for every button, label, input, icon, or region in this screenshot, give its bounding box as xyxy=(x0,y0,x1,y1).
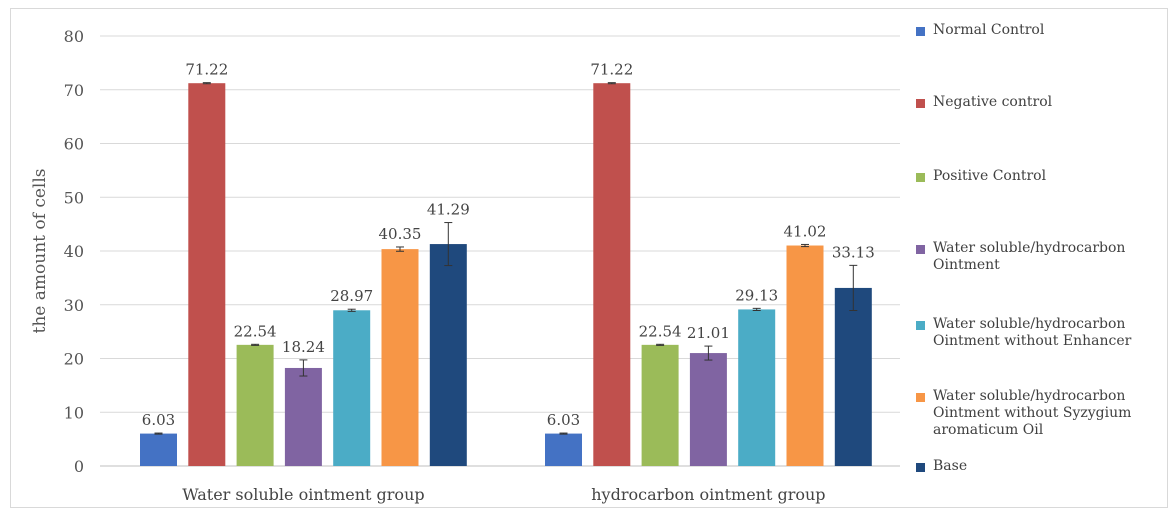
y-tick-label: 80 xyxy=(64,27,84,46)
legend-swatch xyxy=(916,27,925,36)
y-tick-label: 0 xyxy=(74,457,84,476)
legend-swatch xyxy=(916,99,925,108)
y-tick-label: 70 xyxy=(64,81,84,100)
legend-label: Water soluble/hydrocarbon Ointment withou… xyxy=(933,388,1132,438)
legend-item: Base xyxy=(916,458,1158,475)
data-label: 41.02 xyxy=(784,222,827,240)
legend-item: Water soluble/hydrocarbon Ointment xyxy=(916,240,1158,274)
legend-label: Water soluble/hydrocarbon Ointment withou… xyxy=(933,316,1132,349)
legend-swatch xyxy=(916,321,925,330)
bar xyxy=(140,433,177,466)
bar xyxy=(641,344,679,466)
y-tick-label: 10 xyxy=(64,403,84,422)
data-label: 22.54 xyxy=(639,322,682,340)
bar xyxy=(333,310,371,466)
legend-item: Water soluble/hydrocarbon Ointment withou… xyxy=(916,316,1158,350)
data-label: 22.54 xyxy=(234,322,277,340)
legend-item: Positive Control xyxy=(916,168,1158,185)
y-axis-title: the amount of cells xyxy=(30,169,50,334)
chart-legend: Normal Control Negative control Positive C… xyxy=(916,0,1166,514)
data-label: 71.22 xyxy=(590,61,633,79)
y-tick-label: 50 xyxy=(64,188,84,207)
data-label: 18.24 xyxy=(282,338,325,356)
bar xyxy=(593,83,631,466)
bar xyxy=(236,344,274,466)
data-label: 6.03 xyxy=(142,411,175,429)
data-label: 29.13 xyxy=(735,286,778,304)
y-tick-label: 20 xyxy=(64,350,84,369)
bar xyxy=(786,245,824,466)
legend-swatch xyxy=(916,245,925,254)
data-label: 28.97 xyxy=(330,287,373,305)
data-label: 21.01 xyxy=(687,324,730,342)
legend-item: Normal Control xyxy=(916,22,1158,39)
chart-frame xyxy=(10,8,1168,508)
legend-label: Water soluble/hydrocarbon Ointment xyxy=(933,240,1126,273)
data-label: 71.22 xyxy=(185,61,228,79)
bar xyxy=(188,83,226,466)
bar xyxy=(381,249,419,466)
legend-swatch xyxy=(916,463,925,472)
bar xyxy=(284,367,322,466)
x-category-label: hydrocarbon ointment group xyxy=(591,485,825,504)
data-label: 40.35 xyxy=(379,225,422,243)
legend-item: Water soluble/hydrocarbon Ointment withou… xyxy=(916,388,1158,439)
legend-label: Base xyxy=(933,458,968,474)
y-tick-label: 60 xyxy=(64,135,84,154)
y-tick-label: 30 xyxy=(64,296,84,315)
bar xyxy=(738,309,776,466)
data-label: 33.13 xyxy=(832,243,875,261)
bar xyxy=(689,353,727,466)
legend-label: Normal Control xyxy=(933,22,1045,38)
legend-label: Negative control xyxy=(933,94,1053,110)
bar xyxy=(834,287,872,466)
bar xyxy=(545,433,582,466)
legend-item: Negative control xyxy=(916,94,1158,111)
data-label: 6.03 xyxy=(547,411,580,429)
legend-swatch xyxy=(916,173,925,182)
bar xyxy=(429,244,467,466)
legend-label: Positive Control xyxy=(933,168,1047,184)
data-label: 41.29 xyxy=(427,201,470,219)
x-category-label: Water soluble ointment group xyxy=(182,485,424,504)
legend-swatch xyxy=(916,393,925,402)
y-tick-label: 40 xyxy=(64,242,84,261)
